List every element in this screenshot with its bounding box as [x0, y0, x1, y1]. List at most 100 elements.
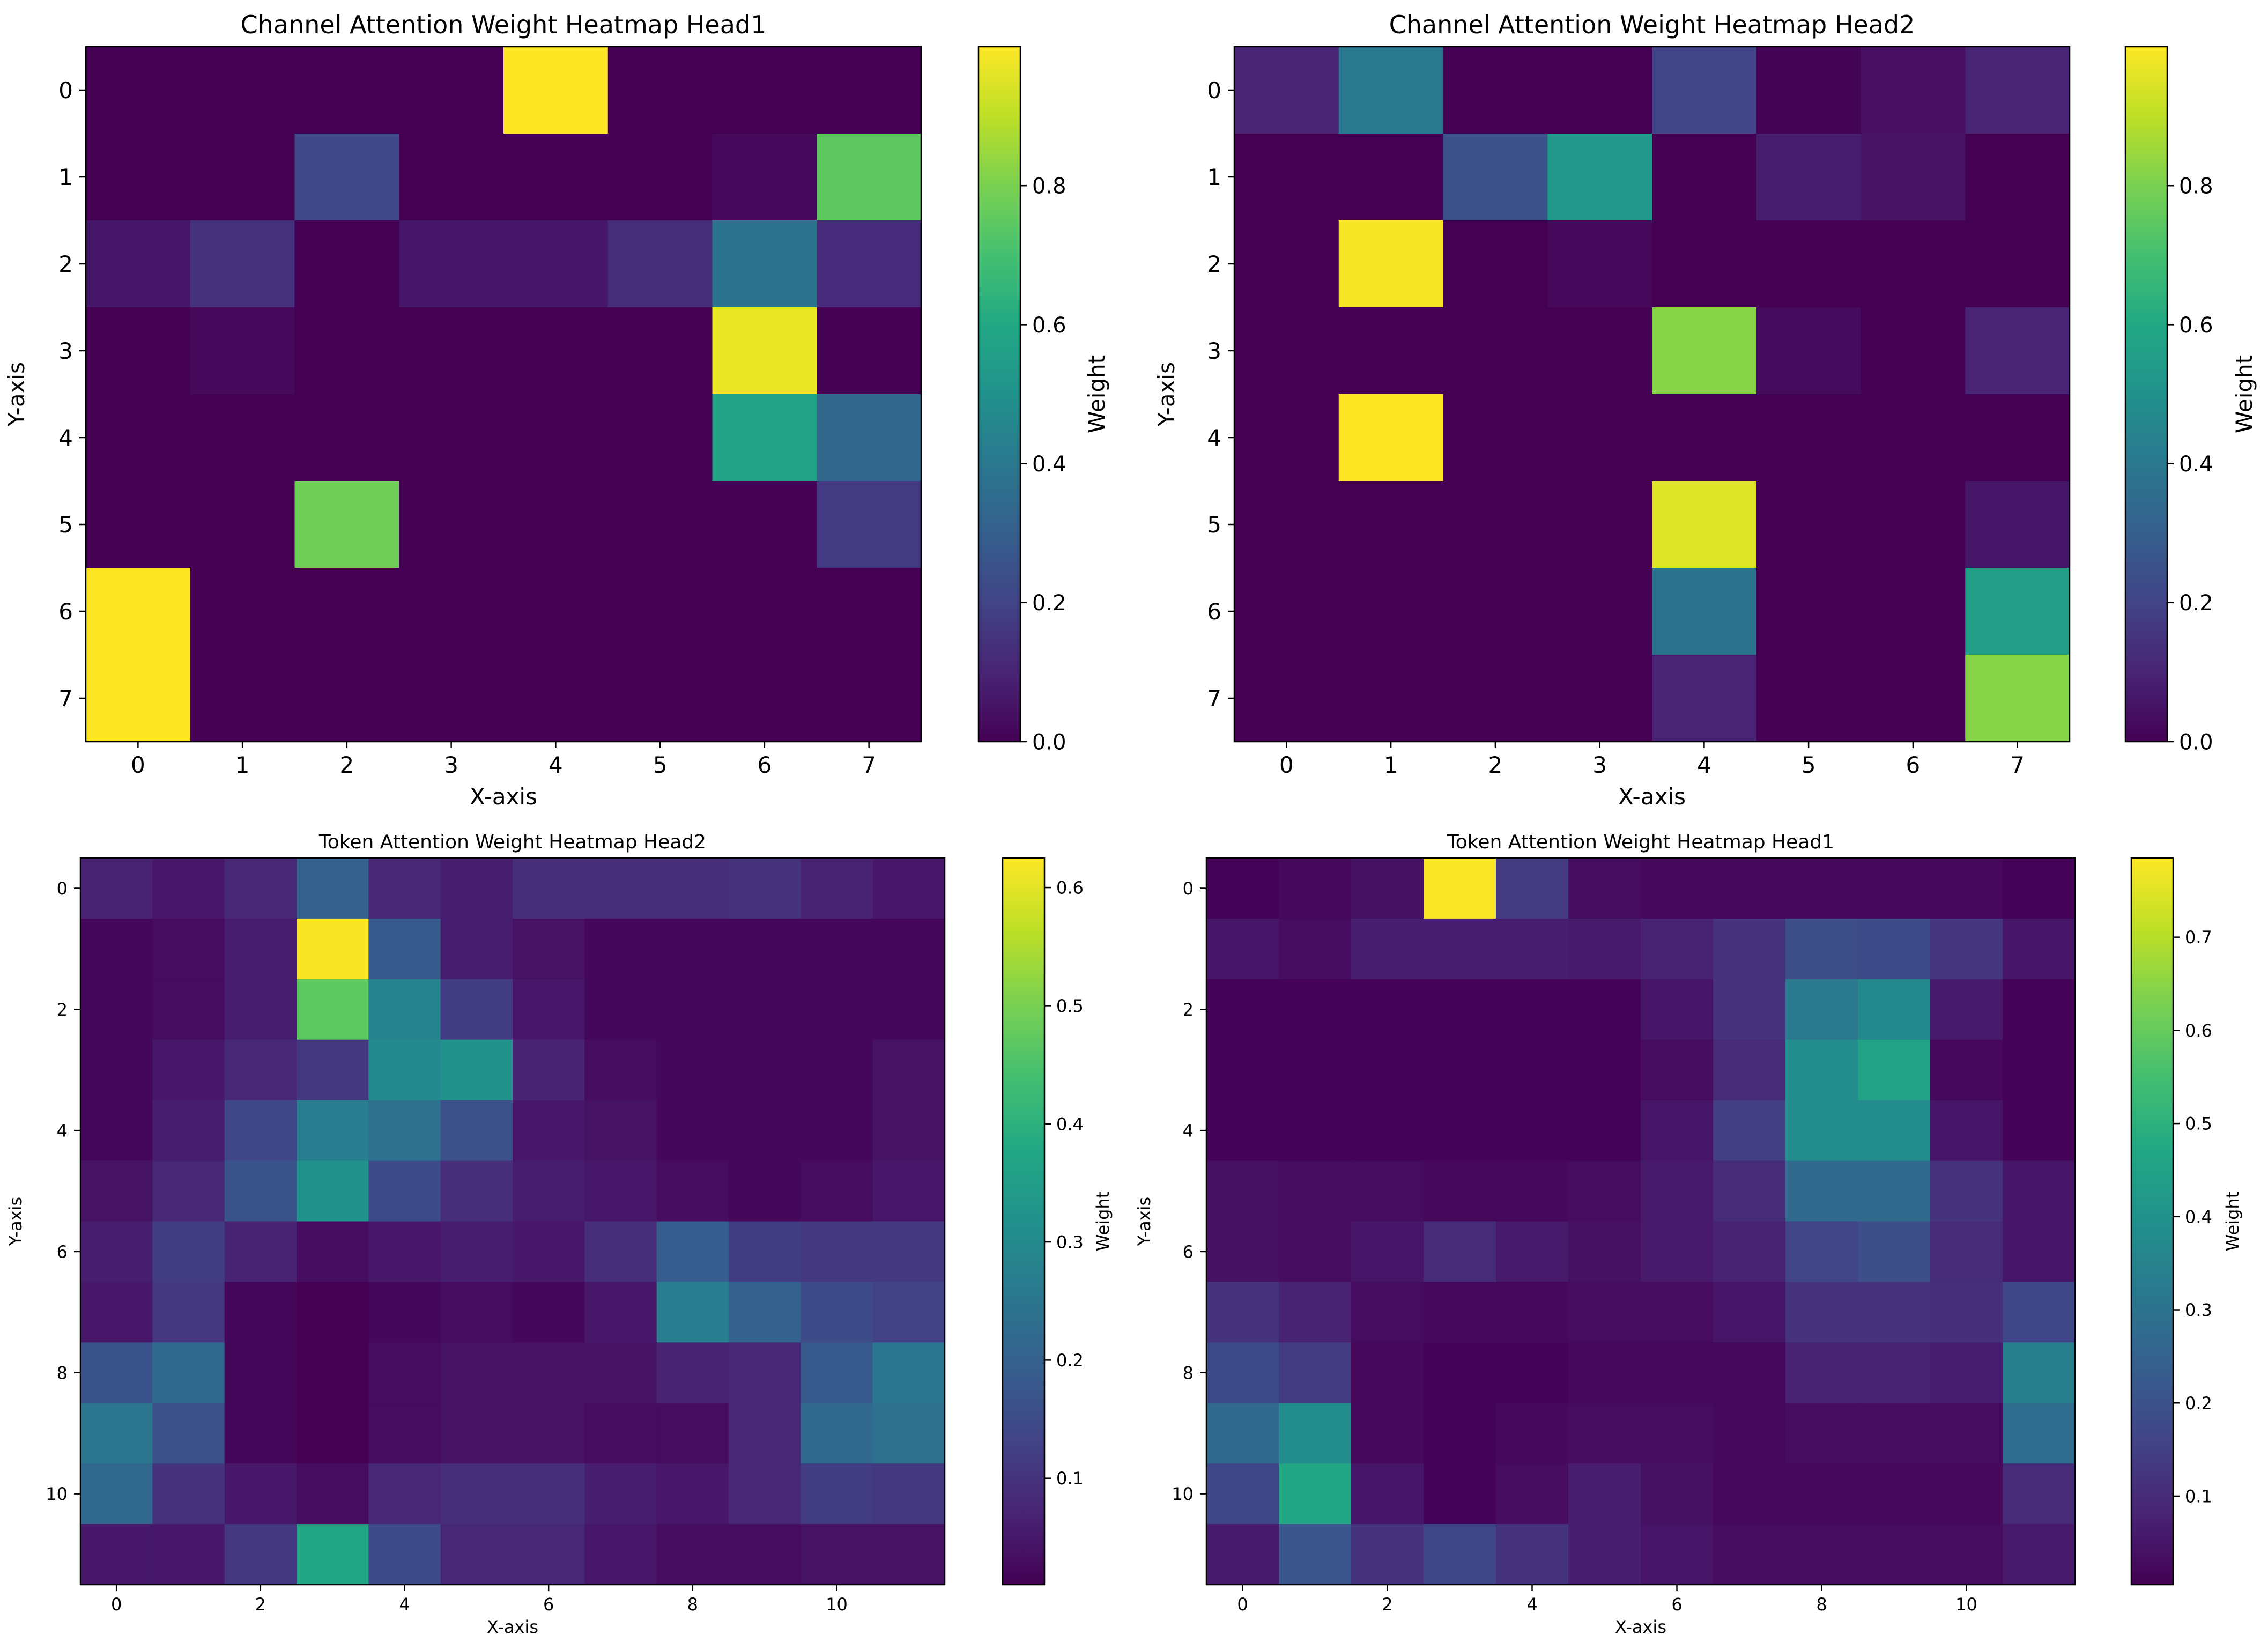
heatmap-cell — [1338, 481, 1444, 568]
heatmap-cell — [399, 481, 504, 568]
colorbar-tick-label: 0.5 — [1056, 996, 1084, 1016]
heatmap-cell — [1858, 1160, 1931, 1222]
colorbar — [977, 46, 1021, 743]
heatmap-cell — [817, 220, 922, 308]
heatmap-cell — [440, 1039, 513, 1101]
colorbar-tick-label: 0.6 — [2179, 313, 2213, 338]
heatmap-cell — [607, 568, 713, 655]
colorbar — [1002, 857, 1046, 1586]
heatmap-cell — [1424, 1282, 1496, 1343]
heatmap-cell — [80, 1221, 153, 1283]
heatmap-cell — [1785, 1282, 1858, 1343]
heatmap-cell — [656, 979, 729, 1040]
heatmap-cell — [1785, 1463, 1858, 1525]
heatmap-cell — [584, 918, 657, 980]
heatmap-cell — [2003, 1342, 2076, 1403]
heatmap-cell — [1351, 1039, 1424, 1101]
heatmap-cell — [294, 47, 399, 134]
y-tick-label: 6 — [1207, 598, 1221, 625]
heatmap-cell — [872, 858, 945, 919]
heatmap-cell — [584, 1463, 657, 1525]
heatmap-cell — [872, 1160, 945, 1222]
heatmap-cell — [440, 1463, 513, 1525]
heatmap-cell — [368, 1342, 441, 1403]
heatmap-cell — [729, 858, 801, 919]
heatmap-cell — [86, 568, 191, 655]
colorbar-label: Weight — [1093, 1192, 1113, 1251]
colorbar-tick-label: 0.2 — [1032, 591, 1066, 616]
heatmap-cell — [224, 918, 297, 980]
heatmap-cell — [1234, 394, 1339, 482]
heatmap-cell — [190, 47, 295, 134]
heatmap-cell — [1206, 918, 1279, 980]
heatmap-cell — [1424, 1221, 1496, 1283]
heatmap-cell — [80, 1282, 153, 1343]
heatmap-cell — [1930, 858, 2003, 919]
heatmap-cell — [584, 1403, 657, 1464]
heatmap-cell — [440, 1524, 513, 1585]
heatmap-cell — [1652, 568, 1757, 655]
y-tick-label: 6 — [57, 1241, 68, 1262]
heatmap-cell — [1568, 1524, 1641, 1585]
heatmap-cell — [1641, 979, 1714, 1040]
chart-title: Token Attention Weight Heatmap Head1 — [1447, 831, 1834, 853]
heatmap-cell — [729, 1524, 801, 1585]
y-tick-label: 8 — [1183, 1363, 1194, 1383]
heatmap-cell — [1858, 1342, 1931, 1403]
heatmap-cell — [190, 655, 295, 742]
y-tick-label: 10 — [1172, 1484, 1194, 1504]
heatmap-cell — [190, 220, 295, 308]
heatmap-cell — [1930, 1039, 2003, 1101]
heatmap-cell — [1641, 918, 1714, 980]
heatmap-cell — [801, 1282, 873, 1343]
heatmap-cell — [1641, 1100, 1714, 1162]
heatmap-cell — [152, 1282, 225, 1343]
heatmap-cell — [224, 1039, 297, 1101]
heatmap-cell — [1206, 1342, 1279, 1403]
heatmap-cell — [1338, 568, 1444, 655]
heatmap-cell — [513, 918, 585, 980]
heatmap-cell — [607, 655, 713, 742]
heatmap-cell — [297, 1221, 369, 1283]
heatmap-cell — [294, 134, 399, 221]
heatmap-cell — [2003, 1282, 2076, 1343]
heatmap-cell — [1279, 1403, 1352, 1464]
heatmap-cell — [224, 1342, 297, 1403]
heatmap-cell — [368, 1039, 441, 1101]
heatmap-cell — [368, 1463, 441, 1525]
heatmap-cell — [1652, 481, 1757, 568]
heatmap-cell — [2003, 858, 2076, 919]
heatmap-cell — [712, 220, 817, 308]
heatmap-cell — [1965, 134, 2070, 221]
heatmap-cell — [1713, 1221, 1786, 1283]
heatmap-cell — [1206, 1160, 1279, 1222]
heatmap-cell — [440, 1221, 513, 1283]
heatmap-cell — [399, 307, 504, 395]
heatmap-cell — [1756, 134, 1862, 221]
heatmap-cell — [152, 979, 225, 1040]
y-axis-label: Y-axis — [5, 1197, 26, 1246]
heatmap-cell — [1713, 1524, 1786, 1585]
heatmap-cell — [1338, 47, 1444, 134]
heatmap-cell — [513, 1342, 585, 1403]
colorbar-tick-label: 0.4 — [1056, 1114, 1084, 1134]
heatmap-cell — [817, 481, 922, 568]
heatmap-cell — [872, 1403, 945, 1464]
y-tick-label: 2 — [1183, 1000, 1194, 1020]
heatmap-cell — [1496, 1221, 1569, 1283]
heatmap-cell — [1785, 918, 1858, 980]
heatmap-cell — [1568, 918, 1641, 980]
heatmap-cell — [1930, 1463, 2003, 1525]
heatmap-cell — [1568, 1160, 1641, 1222]
heatmap-cell — [1547, 220, 1652, 308]
heatmap-cell — [801, 1342, 873, 1403]
colorbar — [2130, 857, 2174, 1586]
heatmap-cell — [584, 1282, 657, 1343]
heatmap-cell — [1785, 1160, 1858, 1222]
heatmap-cell — [1713, 1342, 1786, 1403]
heatmap-cell — [1279, 979, 1352, 1040]
y-tick-label: 4 — [1207, 425, 1221, 451]
heatmap-cell — [503, 481, 609, 568]
heatmap-cell — [872, 1524, 945, 1585]
